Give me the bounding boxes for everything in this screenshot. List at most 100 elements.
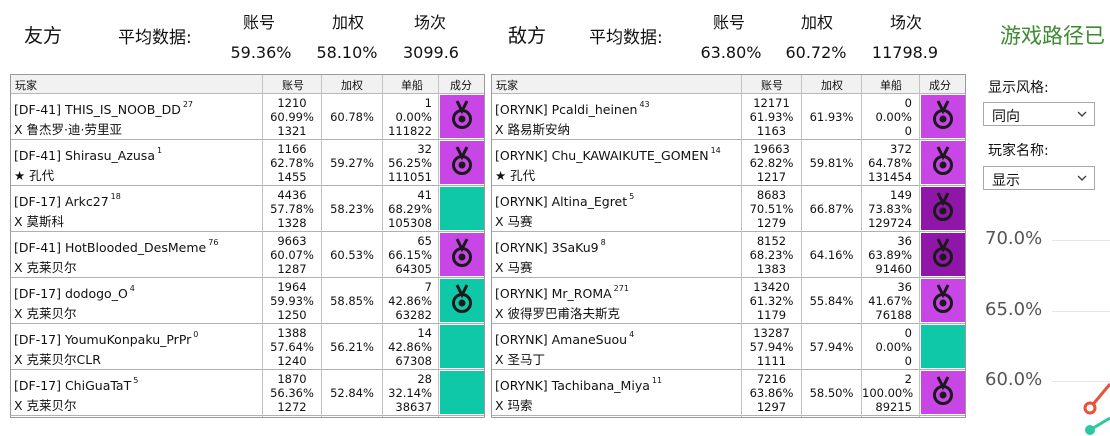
player-tier: 1 [156, 146, 163, 155]
header-player: 玩家 [496, 79, 518, 92]
table-row[interactable]: [ORYNK] AmaneSuou 4 X 圣马丁 13287 57.94% 1111 57… [491, 324, 966, 370]
medal-icon [451, 283, 473, 318]
player-name: [ORYNK] Tachibana_Miya [495, 378, 650, 393]
enemy-account-avg: 63.80% [700, 43, 762, 62]
ship-winrate: 32.14% [388, 386, 432, 400]
achievement-badge [440, 95, 484, 138]
account-battles: 1870 [277, 372, 307, 386]
header-weighted: 加权 [821, 79, 843, 92]
ship-winrate: 73.83% [868, 202, 912, 216]
ship-name: X 克莱贝尔 [14, 260, 77, 275]
table-row[interactable]: [ORYNK] Altina_Egret 5 X 马赛 8683 70.51% 1279 6… [491, 186, 966, 232]
player-name: [ORYNK] Altina_Egret [495, 194, 628, 209]
player-name-line: [ORYNK] Tachibana_Miya 11 [495, 376, 662, 393]
gridline [1052, 381, 1110, 382]
player-name-line: [DF-17] YoumuKonpaku_PrPr 0 [14, 330, 198, 347]
ship-battles: 2 [904, 372, 912, 386]
player-tier: 27 [182, 100, 194, 109]
ship-pr: 129724 [868, 216, 912, 230]
account-pr: 1279 [756, 216, 787, 230]
table-row[interactable]: [ORYNK] Pcaldi_heinen 43 X 路易斯安纳 12171 61.93… [491, 94, 966, 140]
account-pr: 1217 [756, 170, 787, 184]
weighted-winrate: 60.53% [330, 248, 374, 262]
player-name: [ORYNK] Pcaldi_heinen [495, 102, 638, 117]
table-row[interactable]: [DF-17] dodogo_O 4 X 克莱贝尔 1964 59.93% 1250 58.… [10, 278, 485, 324]
ship-pr: 64305 [395, 262, 432, 276]
account-pr: 1250 [277, 308, 307, 322]
ship-winrate: 42.86% [388, 294, 432, 308]
ship-name: X 马赛 [495, 214, 533, 229]
friendly-weighted-heading: 加权 [331, 13, 364, 32]
header-account: 账号 [761, 79, 783, 92]
player-name: [DF-17] ChiGuaTaT [14, 378, 132, 393]
player-tier: 18 [110, 192, 121, 201]
display-style-value: 同向 [992, 109, 1020, 125]
player-name: [ORYNK] 3SaKu9 [495, 240, 599, 255]
player-name-line: [DF-41] THIS_IS_NOOB_DD 27 [14, 100, 193, 117]
player-tier: 271 [613, 284, 629, 293]
ship-pr: 105308 [388, 216, 432, 230]
player-name: [ORYNK] Mr_ROMA [495, 286, 612, 301]
friendly-account-heading: 账号 [242, 13, 275, 32]
weighted-winrate: 57.94% [809, 340, 854, 354]
account-pr: 1321 [277, 124, 307, 138]
account-pr: 1297 [756, 400, 787, 414]
table-header: 玩家 账号 加权 单船 成分 [491, 74, 966, 94]
table-row[interactable]: [ORYNK] Mr_ROMA 271 X 彼得罗巴甫洛夫斯克 13420 61.32%… [491, 278, 966, 324]
account-pr: 1328 [277, 216, 307, 230]
axis-label-65: 65.0% [985, 299, 1043, 320]
weighted-winrate: 52.84% [330, 386, 374, 400]
player-name: [DF-17] Arkc27 [14, 194, 109, 209]
display-style-select[interactable]: 同向 [983, 102, 1095, 126]
player-tier: 11 [651, 376, 663, 385]
table-row[interactable]: [DF-41] Shirasu_Azusa 1 ★ 孔代 1166 62.78% 1455… [10, 140, 485, 186]
ship-winrate: 68.29% [388, 202, 432, 216]
enemy-battles-heading: 场次 [889, 13, 922, 32]
axis-label-60: 60.0% [985, 369, 1043, 390]
ship-battles: 149 [890, 188, 912, 202]
medal-icon [932, 99, 954, 134]
ship-battles: 372 [890, 142, 912, 156]
account-battles: 7216 [756, 372, 787, 386]
ship-pr: 0 [904, 124, 912, 138]
weighted-winrate: 58.23% [330, 202, 374, 216]
player-name-line: [ORYNK] 3SaKu9 8 [495, 238, 606, 255]
table-row[interactable]: [DF-17] ChiGuaTaT 5 X 克莱贝尔 1870 56.36% 1272 52… [10, 370, 485, 416]
player-name-line: [DF-17] dodogo_O 4 [14, 284, 135, 301]
ship-battles: 28 [417, 372, 432, 386]
player-name-line: [ORYNK] Chu_KAWAIKUTE_GOMEN 14 [495, 146, 721, 163]
player-name-select[interactable]: 显示 [983, 166, 1095, 190]
account-winrate: 62.82% [749, 156, 794, 170]
route-point-teal [1085, 425, 1095, 435]
table-row[interactable]: [DF-41] THIS_IS_NOOB_DD 27 X 鲁杰罗·迪·劳里亚 1210… [10, 94, 485, 140]
table-row[interactable]: [DF-17] Arkc27 18 X 莫斯科 4436 57.78% 1328 58.23… [10, 186, 485, 232]
ship-winrate: 0.00% [875, 340, 912, 354]
header-achievement: 成分 [450, 79, 472, 92]
ship-battles: 41 [417, 188, 432, 202]
medal-icon [932, 237, 954, 272]
game-route-title: 游戏路径已 [1000, 24, 1105, 48]
medal-icon [451, 237, 473, 272]
enemy-average-label: 平均数据: [589, 28, 663, 48]
ship-winrate: 0.00% [875, 110, 912, 124]
account-battles: 1388 [277, 326, 307, 340]
account-winrate: 68.23% [749, 248, 794, 262]
header-account: 账号 [282, 79, 304, 92]
table-row[interactable]: [ORYNK] 3SaKu9 8 X 马赛 8152 68.23% 1383 64.16% 3… [491, 232, 966, 278]
table-row[interactable]: [DF-17] YoumuKonpaku_PrPr 0 X 克莱贝尔CLR 1388 5… [10, 324, 485, 370]
player-tier: 4 [129, 284, 135, 293]
ship-battles: 36 [897, 234, 912, 248]
ship-battles: 32 [417, 142, 432, 156]
player-name: [ORYNK] AmaneSuou [495, 332, 628, 347]
player-name-line: [DF-41] Shirasu_Azusa 1 [14, 146, 162, 163]
table-row[interactable]: [ORYNK] Chu_KAWAIKUTE_GOMEN 14 ★ 孔代 19663 62… [491, 140, 966, 186]
account-pr: 1163 [756, 124, 787, 138]
achievement-badge [440, 325, 484, 368]
table-row[interactable]: [DF-41] HotBlooded_DesMeme 76 X 克莱贝尔 9663 60… [10, 232, 485, 278]
ship-battles: 0 [904, 96, 912, 110]
header-player: 玩家 [15, 79, 37, 92]
route-point-red [1083, 401, 1097, 415]
account-battles: 12171 [753, 96, 790, 110]
table-row[interactable]: [ORYNK] Tachibana_Miya 11 X 玛索 7216 63.86% 12… [491, 370, 966, 416]
weighted-winrate: 59.27% [330, 156, 374, 170]
